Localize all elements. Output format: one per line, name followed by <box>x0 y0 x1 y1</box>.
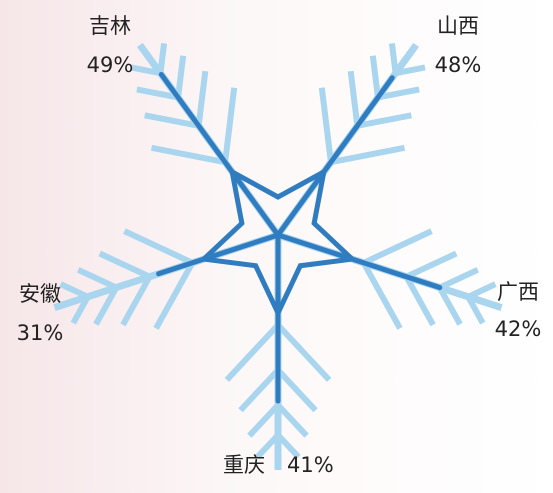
snowflake-branch <box>59 281 90 300</box>
snowflake-branch <box>405 250 458 280</box>
category-label: 吉林 <box>89 14 131 38</box>
snowflake-branch <box>438 267 480 291</box>
snowflake-branch <box>465 295 486 325</box>
snowflake-branch <box>369 55 381 98</box>
snowflake-branch <box>275 432 301 459</box>
snowflake-branch <box>275 367 318 413</box>
snowflake-branch <box>377 86 420 101</box>
snowflake-branch <box>224 322 281 382</box>
value-spoke <box>158 71 281 238</box>
snowflake-branch <box>93 286 119 326</box>
value-spoke <box>275 75 395 238</box>
snowflake-branch <box>157 43 168 74</box>
star-outline <box>198 167 358 319</box>
snowflake-branch <box>76 267 118 291</box>
value-label: 48% <box>435 53 482 77</box>
snowflake-branch <box>153 261 196 330</box>
snowflake-branch <box>362 228 433 266</box>
value-label: 42% <box>495 317 542 341</box>
value-label: 49% <box>87 53 134 77</box>
category-label: 广西 <box>497 280 539 304</box>
value-spoke <box>156 232 281 277</box>
snowflake-branch <box>130 64 162 77</box>
labels: 吉林 49% 山西 48% 广西 42% 重庆 41% 安徽 31% <box>17 14 542 477</box>
snowflake-branch <box>388 43 399 74</box>
snowflake-branch <box>394 64 426 77</box>
category-label: 重庆 <box>223 453 265 477</box>
snowflake-branch <box>347 70 361 127</box>
snowflake-branch <box>360 261 403 330</box>
value-spoke <box>275 232 443 291</box>
snowflake-branch <box>238 367 281 413</box>
snowflake-branch <box>247 402 281 438</box>
snowflake-branch <box>466 281 497 300</box>
snowflake-branch <box>136 86 179 101</box>
snowflake-branch <box>356 112 412 129</box>
snowflake-branch <box>437 286 463 326</box>
snowflake-branch <box>120 275 153 327</box>
snowflake-branch <box>255 432 281 459</box>
snowflake-branch <box>403 275 436 327</box>
snowflake-branch <box>275 322 332 382</box>
snowflake-branch <box>175 55 187 98</box>
value-label: 41% <box>287 453 334 477</box>
snowflake-branch <box>98 250 151 280</box>
snowflake-branch <box>150 144 226 166</box>
snowflake-branch <box>195 70 209 127</box>
snowflake-branch <box>318 87 334 163</box>
plot <box>156 71 443 404</box>
snowflake-branch <box>330 144 406 166</box>
value-label: 31% <box>17 321 64 345</box>
snowflake-branch <box>70 295 91 325</box>
snowflake-branch <box>222 87 238 163</box>
category-label: 山西 <box>437 14 479 38</box>
category-label: 安徽 <box>19 282 61 306</box>
snowflake-branch <box>275 402 309 438</box>
snowflake-branch <box>144 112 200 129</box>
snowflake-branch <box>123 228 194 266</box>
